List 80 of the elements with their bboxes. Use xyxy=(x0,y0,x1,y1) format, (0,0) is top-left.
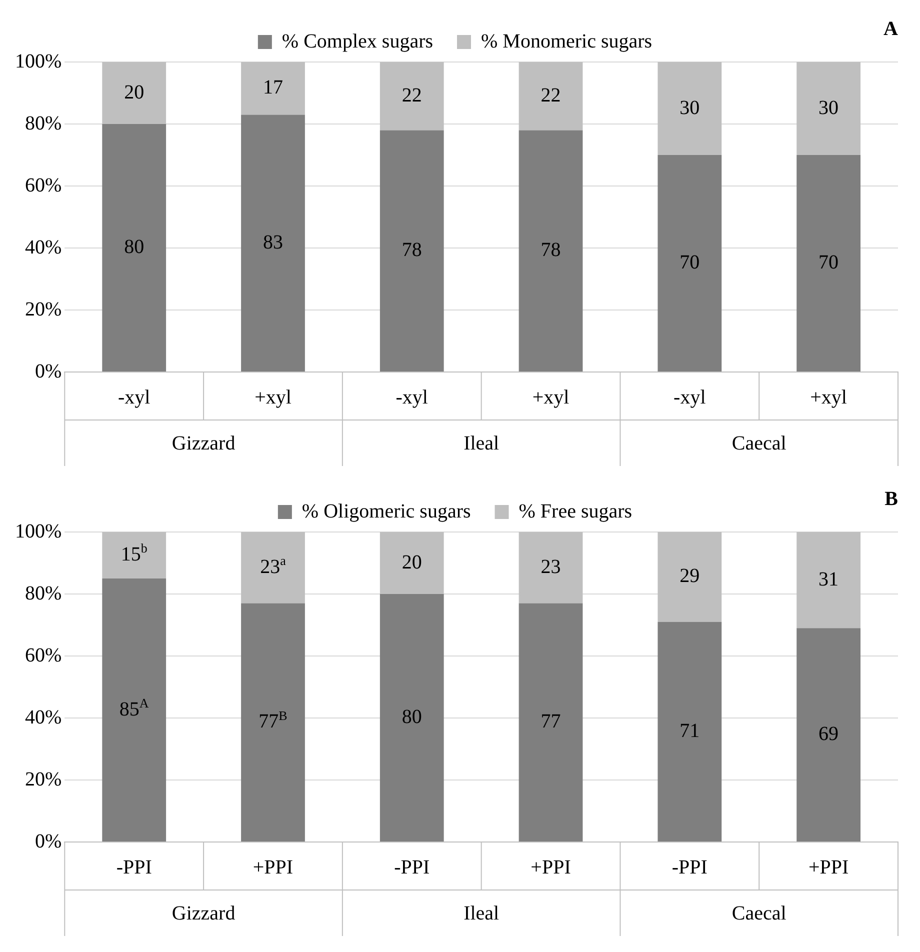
y-tick-label: 60% xyxy=(24,644,62,666)
data-label: 78 xyxy=(402,239,422,262)
bar xyxy=(380,62,444,130)
legend-label: % Monomeric sugars xyxy=(481,30,652,52)
x-tick-label: +PPI xyxy=(808,856,849,878)
data-label: 29 xyxy=(680,565,700,588)
bar xyxy=(380,130,444,372)
y-tick-label: 20% xyxy=(24,768,62,790)
data-label: 23 xyxy=(540,556,561,578)
text: Ileal xyxy=(464,902,500,924)
text: Gizzard xyxy=(172,432,236,454)
text: B xyxy=(884,488,898,510)
text: A xyxy=(884,18,899,40)
bar xyxy=(518,603,583,842)
bar xyxy=(241,114,305,372)
x-tick-label: +xyl xyxy=(810,386,848,408)
bar xyxy=(102,62,166,124)
y-tick-label: 40% xyxy=(24,236,62,258)
bar xyxy=(518,532,583,604)
data-label: 20 xyxy=(124,81,144,104)
y-tick-label: 40% xyxy=(24,706,62,728)
x-tick-label: +xyl xyxy=(254,386,292,408)
legend-label: % Complex sugars xyxy=(282,30,434,52)
text: Caecal xyxy=(732,432,787,454)
bar xyxy=(380,594,444,842)
bar xyxy=(241,532,305,604)
bar xyxy=(102,532,166,578)
data-label: 31 xyxy=(818,568,839,590)
x-tick-label: +PPI xyxy=(530,856,571,878)
bar xyxy=(796,62,860,155)
y-tick-label: 80% xyxy=(24,582,62,604)
y-tick-label: 20% xyxy=(24,298,62,320)
legend-label: % Oligomeric sugars xyxy=(302,500,471,522)
bar xyxy=(658,532,722,622)
bar xyxy=(796,628,860,842)
data-label: 70 xyxy=(680,252,700,274)
y-tick-label: 60% xyxy=(24,174,62,196)
data-label: 80 xyxy=(402,706,422,728)
data-label: 78 xyxy=(540,239,561,262)
bar xyxy=(241,603,305,842)
y-tick-label: 80% xyxy=(24,112,62,134)
legend-label: % Free sugars xyxy=(518,500,632,522)
data-label: 69 xyxy=(818,723,839,746)
bar xyxy=(796,155,860,372)
x-tick-label: +PPI xyxy=(252,856,294,878)
data-label: 83 xyxy=(262,231,283,254)
data-label: 22 xyxy=(402,84,422,106)
data-label: 22 xyxy=(540,84,561,106)
text: Caecal xyxy=(732,902,787,924)
data-label: 17 xyxy=(262,76,283,99)
x-tick-label: -xyl xyxy=(396,386,428,408)
bar xyxy=(380,532,444,594)
x-tick-label: -PPI xyxy=(394,856,430,878)
x-tick-label: -PPI xyxy=(116,856,152,878)
data-label: 80 xyxy=(124,236,144,258)
data-label: 20 xyxy=(402,551,422,574)
data-label: 30 xyxy=(818,96,839,119)
bar xyxy=(518,62,583,130)
x-tick-label: -xyl xyxy=(118,386,151,408)
bar xyxy=(658,155,722,372)
y-tick-label: 0% xyxy=(34,830,62,852)
bar xyxy=(102,578,166,842)
y-tick-label: 100% xyxy=(14,50,62,72)
text: Ileal xyxy=(464,432,500,454)
x-tick-label: -xyl xyxy=(674,386,706,408)
x-tick-label: +xyl xyxy=(532,386,570,408)
bar xyxy=(102,124,166,372)
bar xyxy=(241,62,305,115)
data-label: 77 xyxy=(540,710,561,733)
data-label: 30 xyxy=(680,96,700,119)
data-label: 71 xyxy=(680,720,700,742)
x-tick-label: -PPI xyxy=(672,856,708,878)
y-tick-label: 100% xyxy=(14,520,62,542)
data-label: 70 xyxy=(818,252,839,274)
text: Gizzard xyxy=(172,902,236,924)
bar xyxy=(518,130,583,372)
bar xyxy=(658,622,722,842)
bar xyxy=(796,532,860,628)
y-tick-label: 0% xyxy=(34,360,62,382)
bar xyxy=(658,62,722,155)
